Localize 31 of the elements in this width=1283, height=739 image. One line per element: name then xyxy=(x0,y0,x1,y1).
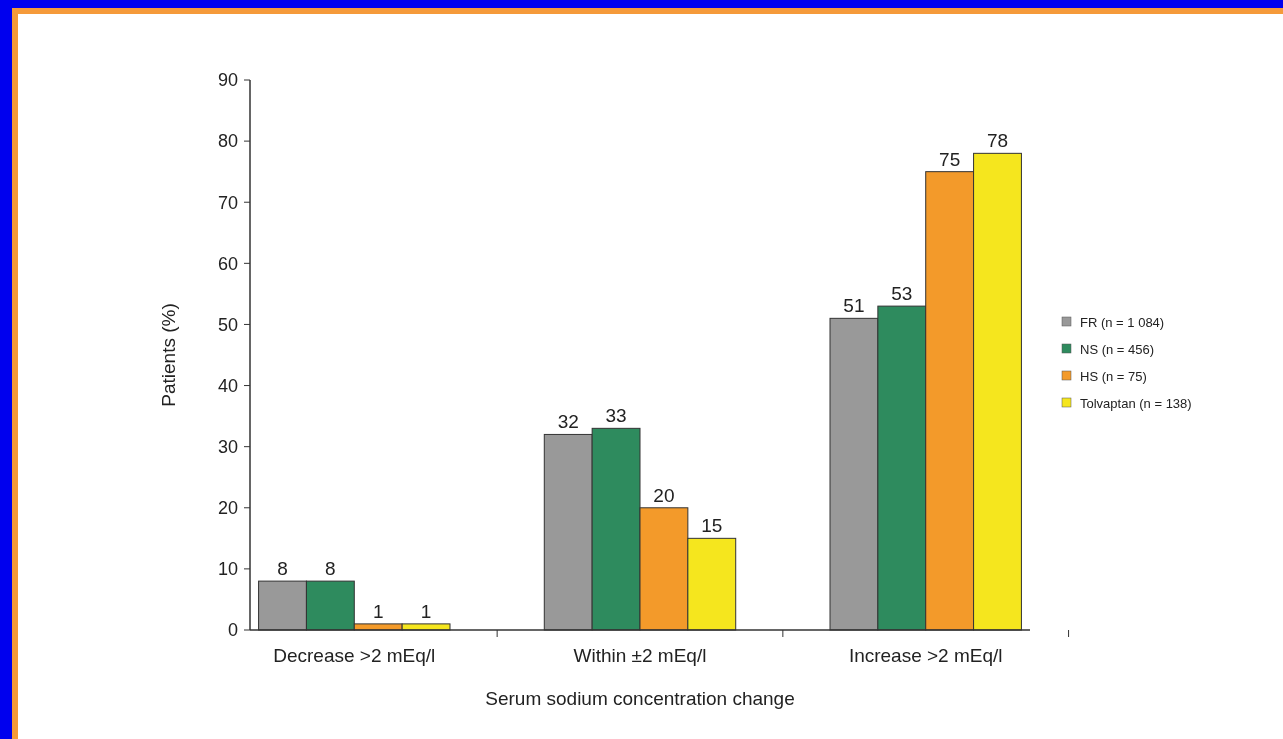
y-tick-label: 60 xyxy=(217,253,238,274)
y-tick-label: 0 xyxy=(227,620,238,641)
y-tick-label: 20 xyxy=(217,498,238,519)
y-axis-title: Patients (%) xyxy=(158,303,179,407)
y-tick-label: 40 xyxy=(217,375,238,396)
legend-label: NS (n = 456) xyxy=(1080,341,1155,357)
y-tick-label: 80 xyxy=(217,131,238,152)
data-label: 1 xyxy=(372,600,384,622)
data-label: 8 xyxy=(277,558,288,580)
y-tick-label: 10 xyxy=(217,559,238,580)
data-label: 75 xyxy=(939,148,961,170)
x-tick-label: Within ±2 mEq/l xyxy=(573,645,707,666)
data-label: 51 xyxy=(843,295,865,317)
data-label: 53 xyxy=(891,283,913,305)
data-label: 1 xyxy=(420,600,432,622)
data-label: 15 xyxy=(701,515,723,537)
data-label: 8 xyxy=(325,558,336,580)
data-label: 33 xyxy=(605,405,627,427)
x-tick-label: Decrease >2 mEq/l xyxy=(273,645,436,666)
y-tick-label: 50 xyxy=(217,314,238,335)
y-tick-label: 30 xyxy=(217,436,238,457)
legend-label: Tolvaptan (n = 138) xyxy=(1080,395,1192,411)
legend-label: HS (n = 75) xyxy=(1080,368,1147,384)
x-axis-title: Serum sodium concentration change xyxy=(485,688,795,709)
y-tick-label: 90 xyxy=(217,70,238,91)
y-tick-label: 70 xyxy=(217,192,238,213)
legend-label: FR (n = 1 084) xyxy=(1080,314,1165,330)
data-label: 32 xyxy=(557,411,579,433)
x-tick-label: Increase >2 mEq/l xyxy=(848,645,1003,666)
data-label: 20 xyxy=(653,484,675,506)
data-label: 78 xyxy=(986,130,1009,152)
